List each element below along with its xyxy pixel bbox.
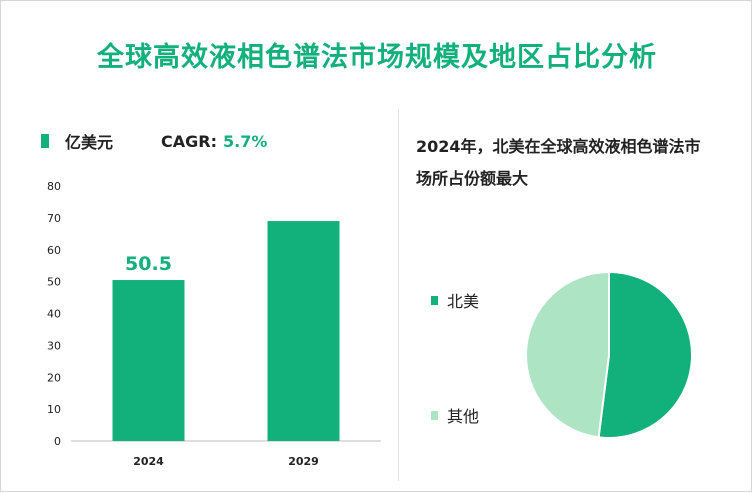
bar-legend-label: 亿美元: [65, 133, 114, 152]
pie-legend-item-north-america: 北美: [431, 288, 479, 312]
pie-legend-label-other: 其他: [447, 407, 480, 426]
x-tick-label: 2029: [288, 455, 319, 468]
panel-divider: [398, 109, 399, 481]
pie-legend-swatch-other: [431, 410, 438, 420]
y-tick-label: 60: [47, 244, 61, 257]
y-tick-label: 70: [47, 212, 61, 225]
pie-legend-label-north-america: 北美: [447, 292, 480, 311]
pie-legend-swatch-north-america: [431, 295, 438, 305]
cagr-label: CAGR:: [161, 131, 217, 151]
bar-legend-swatch: [41, 134, 49, 148]
y-tick-label: 80: [47, 180, 61, 193]
y-tick-label: 0: [54, 435, 61, 448]
y-tick-label: 20: [47, 371, 61, 384]
y-tick-label: 50: [47, 276, 61, 289]
bar-legend: 亿美元 CAGR: 5.7%: [41, 129, 267, 153]
pie-note: 2024年，北美在全球高效液相色谱法市场所占份额最大: [416, 137, 701, 188]
bar-2024: [112, 280, 185, 441]
pie-slice-other: [525, 270, 610, 439]
y-tick-label: 30: [47, 339, 61, 352]
y-tick-label: 10: [47, 403, 61, 416]
data-label: 50.5: [125, 253, 172, 275]
pie-slice-north-america: [597, 270, 693, 439]
pie-legend-item-other: 其他: [431, 403, 479, 427]
x-tick-label: 2024: [133, 455, 164, 468]
cagr-value: 5.7%: [223, 131, 268, 151]
y-tick-label: 40: [47, 308, 61, 321]
bar-2029: [267, 221, 340, 441]
chart-title: 全球高效液相色谱法市场规模及地区占比分析: [97, 42, 657, 73]
